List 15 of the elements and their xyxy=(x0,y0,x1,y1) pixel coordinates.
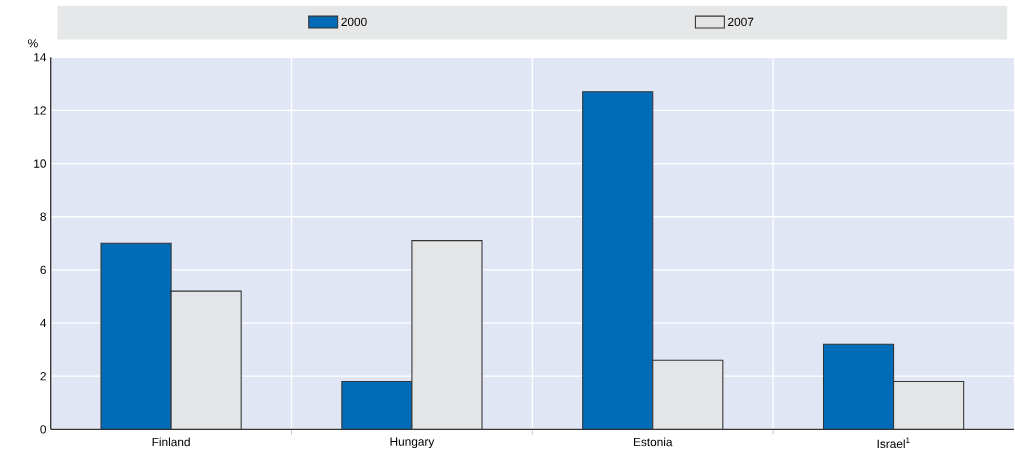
y-axis-title: % xyxy=(28,39,38,48)
y-tick-label: 14 xyxy=(34,53,47,62)
x-tick-label: Hungary xyxy=(390,437,435,449)
y-tick-label: 2 xyxy=(40,372,46,381)
y-tick-label: 0 xyxy=(40,425,47,434)
x-tick-label: Estonia xyxy=(633,437,673,447)
x-tick-label: Israel$^{1}$ xyxy=(877,437,910,449)
y-tick-label: 12 xyxy=(34,106,46,115)
y-tick-label: 8 xyxy=(40,212,46,221)
y-tick-label: 6 xyxy=(40,265,46,275)
legend-label: 2000 xyxy=(341,17,367,27)
x-tick-label: Finland xyxy=(152,437,190,447)
legend-label: 2007 xyxy=(728,17,754,27)
y-tick-label: 4 xyxy=(40,318,47,328)
y-tick-label: 10 xyxy=(34,159,47,168)
